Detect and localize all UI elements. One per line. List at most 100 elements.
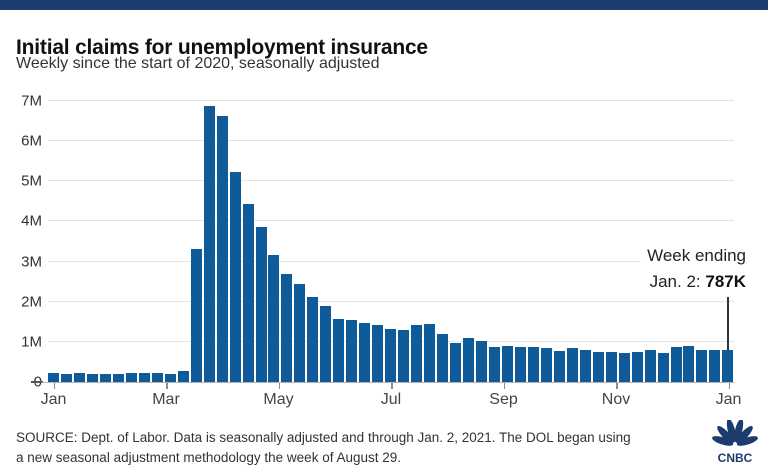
y-axis: 01M2M3M4M5M6M7M — [0, 94, 42, 390]
bar — [281, 274, 293, 382]
x-tick-label: Sep — [489, 391, 518, 408]
bar — [190, 249, 202, 382]
peacock-icon — [712, 420, 758, 446]
bar — [683, 346, 695, 382]
annotation-line1: Week ending — [647, 246, 746, 265]
bar — [450, 343, 462, 382]
x-tick-label: Jan — [40, 391, 67, 408]
bar — [592, 351, 604, 382]
bar — [73, 373, 85, 382]
gridline — [48, 300, 734, 302]
gridline — [48, 180, 734, 182]
bar — [359, 322, 371, 382]
bar — [60, 373, 72, 382]
annotation-line2-prefix: Jan. 2: — [649, 272, 706, 291]
y-tick-label: 4M — [21, 212, 42, 230]
gridline — [48, 140, 734, 142]
bar — [631, 351, 643, 382]
gridline — [48, 220, 734, 222]
bars — [48, 101, 734, 382]
bar — [709, 350, 721, 382]
bar — [164, 373, 176, 382]
bar — [514, 347, 526, 382]
bar — [527, 346, 539, 382]
x-axis-line — [42, 382, 734, 383]
bar — [566, 348, 578, 382]
bar — [203, 106, 215, 382]
x-tick — [728, 383, 730, 389]
x-axis: Jan Mar May Jul Sep Nov Jan — [41, 382, 741, 412]
bar — [229, 171, 241, 382]
y-tick-label: 7M — [21, 92, 42, 110]
bar — [501, 346, 513, 382]
x-tick — [391, 383, 393, 389]
bar — [138, 373, 150, 382]
y-tick-label: 2M — [21, 293, 42, 311]
bar — [48, 373, 59, 382]
bar — [424, 324, 436, 382]
bar — [463, 337, 474, 382]
x-tick-label: Jul — [380, 391, 402, 408]
source-line1: SOURCE: Dept. of Labor. Data is seasonal… — [16, 430, 631, 445]
bar — [722, 350, 734, 382]
plot-area — [42, 100, 734, 383]
bar — [696, 349, 708, 382]
bar — [411, 324, 423, 382]
x-tick — [278, 383, 280, 389]
chart-subtitle: Weekly since the start of 2020, seasonal… — [16, 55, 380, 72]
y-tick-label: 3M — [21, 253, 42, 271]
annotation-value: 787K — [705, 272, 746, 291]
bar — [307, 296, 319, 382]
annotation-week-ending: Week ending Jan. 2: 787K — [641, 243, 746, 295]
cnbc-logo-text: CNBC — [718, 451, 753, 464]
chart-title: Initial claims for unemployment insuranc… — [16, 36, 428, 60]
x-tick — [503, 383, 505, 389]
y-tick-label: 1M — [21, 333, 42, 351]
x-tick — [166, 383, 168, 389]
x-tick-label: Jan — [715, 391, 742, 408]
gridline — [48, 100, 734, 101]
bar — [475, 341, 487, 382]
x-tick — [53, 383, 55, 389]
bar — [372, 325, 384, 382]
top-brand-strip — [0, 0, 768, 10]
bar — [112, 373, 124, 382]
x-tick — [616, 383, 618, 389]
source-line2: a new seasonal adjustment methodology th… — [16, 450, 402, 465]
bar — [540, 347, 552, 382]
annotation-pointer-line — [727, 297, 729, 350]
x-tick-label: May — [263, 391, 294, 408]
bar — [553, 351, 565, 382]
source-note: SOURCE: Dept. of Labor. Data is seasonal… — [16, 428, 676, 467]
bar — [346, 320, 358, 382]
bar — [398, 329, 410, 382]
bar — [177, 370, 189, 382]
bar — [385, 329, 397, 382]
bar — [657, 353, 669, 382]
bar — [579, 350, 591, 382]
bar — [670, 347, 682, 382]
gridline — [48, 260, 734, 262]
bar — [255, 226, 267, 382]
y-tick-label: 5M — [21, 172, 42, 190]
cnbc-logo: CNBC — [712, 420, 758, 464]
x-tick-label: Mar — [152, 391, 180, 408]
bar — [618, 353, 630, 382]
x-tick-label: Nov — [601, 391, 631, 408]
y-axis-zero-tick — [31, 381, 43, 383]
bar — [320, 305, 332, 382]
y-tick-label: 6M — [21, 132, 42, 150]
bar — [86, 373, 98, 382]
bar — [605, 351, 617, 382]
bar — [294, 283, 306, 382]
bar — [268, 254, 280, 382]
bar — [333, 319, 345, 382]
bar — [151, 373, 163, 382]
bar — [488, 346, 500, 382]
bar — [644, 350, 656, 382]
bar — [99, 373, 111, 382]
bar — [242, 203, 254, 382]
bar — [125, 373, 137, 382]
bar — [437, 334, 449, 382]
